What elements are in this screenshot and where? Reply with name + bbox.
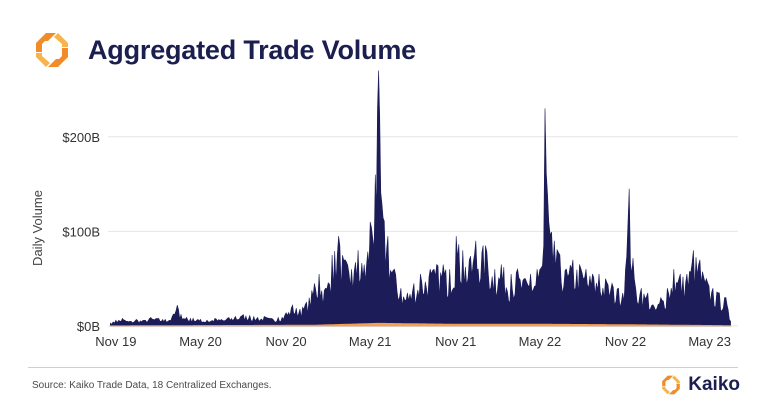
y-tick-labels: $0B $100B $200B — [62, 130, 100, 334]
x-tick-label: May 20 — [179, 334, 222, 349]
volume-area-series — [110, 70, 731, 327]
x-tick-label: Nov 20 — [265, 334, 306, 349]
x-tick-labels: Nov 19 May 20 Nov 20 May 21 Nov 21 May 22 Nov … — [95, 334, 731, 349]
y-tick-label: $0B — [77, 319, 100, 334]
x-tick-label: May 21 — [349, 334, 392, 349]
x-tick-label: Nov 19 — [95, 334, 136, 349]
x-tick-label: Nov 21 — [435, 334, 476, 349]
chart-areas — [110, 70, 731, 327]
header: Aggregated Trade Volume — [32, 30, 416, 70]
y-tick-label: $100B — [62, 224, 100, 239]
footer-divider — [28, 367, 738, 368]
y-tick-label: $200B — [62, 130, 100, 145]
brand: Kaiko — [660, 374, 740, 396]
kaiko-brand-logo-icon — [662, 375, 681, 395]
x-tick-label: May 22 — [519, 334, 562, 349]
x-tick-label: May 23 — [688, 334, 731, 349]
source-note: Source: Kaiko Trade Data, 18 Centralized… — [32, 380, 272, 391]
page-title: Aggregated Trade Volume — [88, 34, 416, 65]
brand-name: Kaiko — [688, 374, 740, 395]
y-axis-label: Daily Volume — [30, 190, 45, 266]
secondary-area-series — [110, 322, 731, 327]
kaiko-logo-icon — [36, 33, 68, 67]
x-tick-label: Nov 22 — [605, 334, 646, 349]
